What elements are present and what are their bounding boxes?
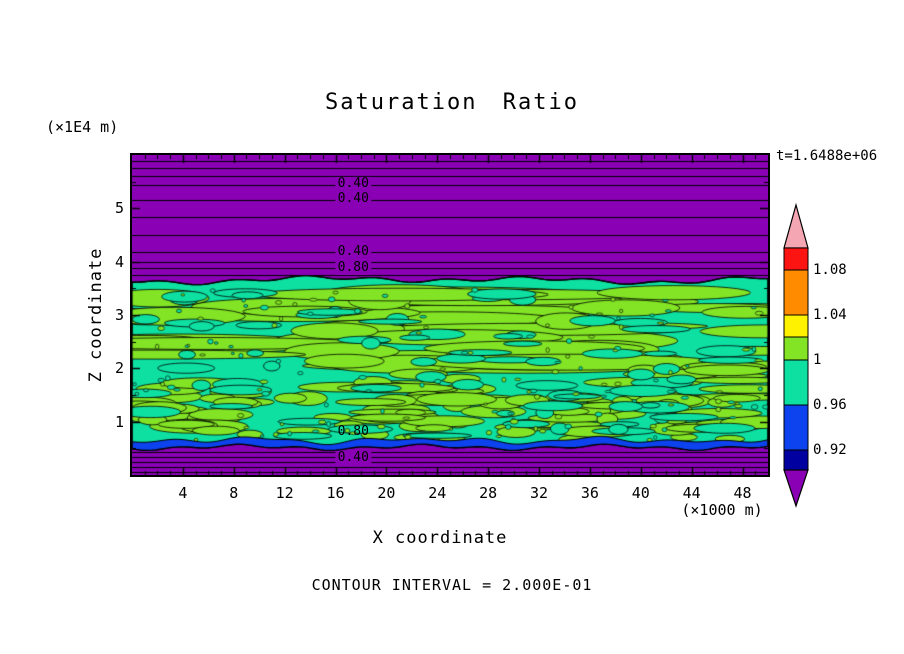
x-tick-label: 28 — [479, 484, 498, 502]
contour-value-label: 0.80 — [337, 423, 369, 439]
x-axis-title: X coordinate — [372, 528, 508, 548]
plot-area: 0.40 0.40 0.40 0.80 0.80 0.40 — [130, 153, 770, 477]
x-tick-label: 48 — [733, 484, 752, 502]
y-tick-label: 5 — [114, 199, 124, 218]
colorbar-level-label: 1.04 — [813, 307, 847, 323]
timestamp-label: t=1.6488e+06 — [776, 148, 878, 164]
contour-value-label: 0.40 — [335, 243, 371, 259]
x-tick-label: 44 — [682, 484, 701, 502]
colorbar-level-label: 1.08 — [813, 262, 847, 278]
x-axis-unit-label: (×1000 m) — [681, 501, 763, 519]
contour-value-label: 0.80 — [335, 259, 371, 275]
colorbar-level-label: 0.92 — [813, 442, 847, 458]
contour-value-label: 0.40 — [335, 449, 371, 465]
y-tick-label: 1 — [114, 412, 124, 431]
colorbar-svg — [783, 202, 809, 508]
contour-interval-label: CONTOUR INTERVAL = 2.000E-01 — [311, 576, 593, 594]
y-tick-label: 3 — [114, 306, 124, 324]
x-tick-label: 4 — [178, 484, 188, 502]
x-tick-label: 40 — [631, 484, 650, 502]
x-tick-label: 36 — [580, 484, 599, 502]
x-tick-label: 32 — [530, 484, 549, 502]
contour-field-canvas — [132, 155, 768, 475]
contour-value-label: 0.40 — [335, 191, 371, 207]
contour-value-label: 0.40 — [335, 176, 371, 192]
x-tick-label: 8 — [229, 484, 239, 502]
x-tick-label: 24 — [428, 484, 447, 502]
x-tick-label: 12 — [275, 484, 294, 502]
chart-title: Saturation Ratio — [325, 90, 579, 115]
y-tick-label: 4 — [114, 252, 124, 271]
x-tick-label: 20 — [377, 484, 396, 502]
y-tick-label: 2 — [114, 359, 124, 378]
z-axis-unit-label: (×1E4 m) — [46, 118, 119, 136]
x-tick-label: 16 — [326, 484, 345, 502]
colorbar-level-label: 1 — [813, 352, 822, 368]
colorbar-level-label: 0.96 — [813, 397, 847, 413]
